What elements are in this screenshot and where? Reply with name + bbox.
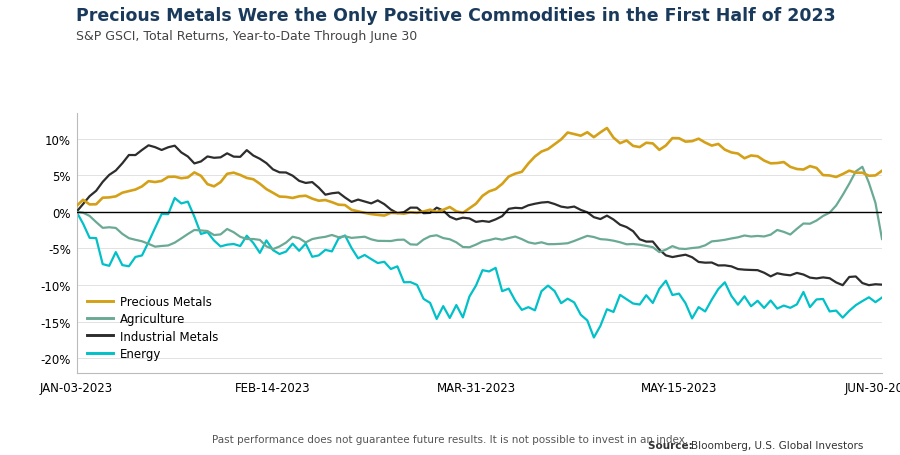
Legend: Precious Metals, Agriculture, Industrial Metals, Energy: Precious Metals, Agriculture, Industrial… xyxy=(83,291,223,364)
Text: Precious Metals Were the Only Positive Commodities in the First Half of 2023: Precious Metals Were the Only Positive C… xyxy=(76,7,836,25)
Text: Past performance does not guarantee future results. It is not possible to invest: Past performance does not guarantee futu… xyxy=(212,435,688,445)
Text: S&P GSCI, Total Returns, Year-to-Date Through June 30: S&P GSCI, Total Returns, Year-to-Date Th… xyxy=(76,30,418,43)
Text: Source:: Source: xyxy=(648,440,697,450)
Text: Bloomberg, U.S. Global Investors: Bloomberg, U.S. Global Investors xyxy=(691,440,864,450)
